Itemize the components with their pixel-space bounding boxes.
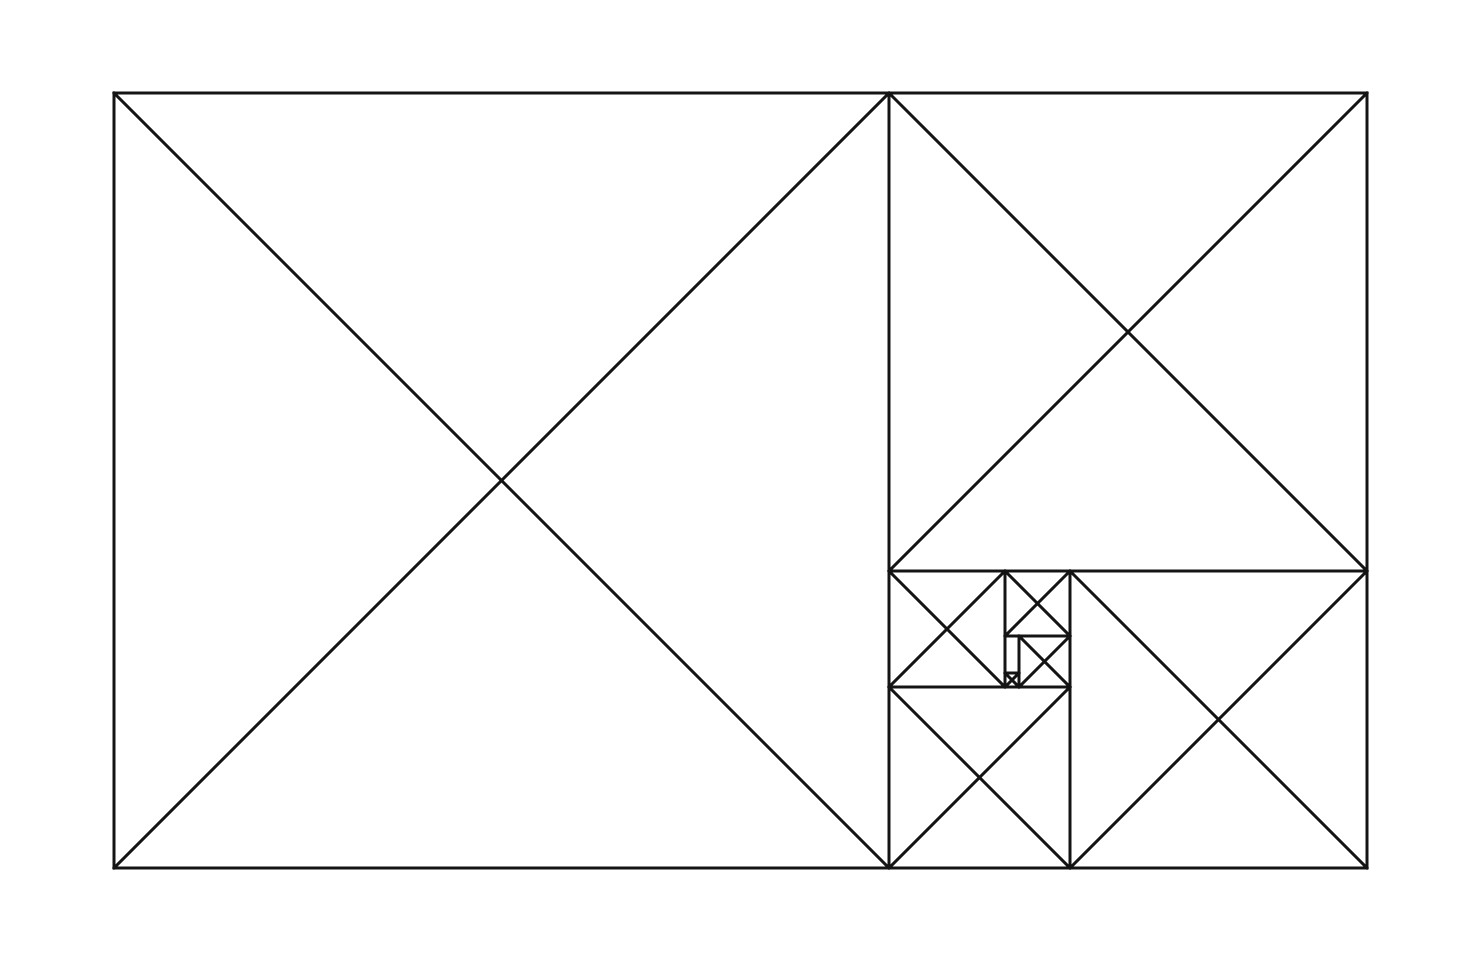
golden-triangle-diagram [0,0,1470,980]
diagram-stage [0,0,1470,980]
